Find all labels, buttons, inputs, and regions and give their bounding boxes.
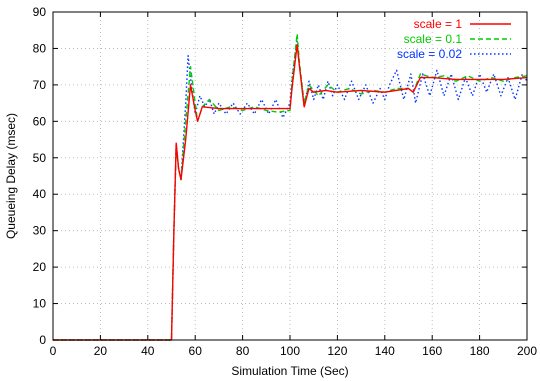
x-tick-label: 120 [327,344,347,358]
y-axis-label: Queueing Delay (msec) [4,113,18,239]
legend-label: scale = 0.02 [397,47,462,61]
x-tick-label: 60 [189,344,203,358]
y-tick-label: 40 [33,187,47,201]
x-tick-label: 0 [50,344,57,358]
x-tick-label: 80 [236,344,250,358]
x-tick-label: 100 [280,344,300,358]
y-tick-label: 90 [33,5,47,19]
y-tick-label: 0 [39,333,46,347]
series-line [53,44,528,341]
grid [53,12,527,340]
y-tick-label: 50 [33,151,47,165]
y-tick-label: 20 [33,260,47,274]
series-group [53,33,528,341]
series-line [53,40,528,341]
x-tick-label: 200 [517,344,537,358]
y-tick-label: 30 [33,224,47,238]
x-axis-label: Simulation Time (Sec) [231,364,348,378]
y-tick-label: 60 [33,114,47,128]
x-tick-label: 40 [141,344,155,358]
x-tick-label: 160 [422,344,442,358]
ticks: 0 20 40 60 80 100 120 140 160 180 200 0 10 20 30 40 50 60… [33,5,538,358]
legend-label: scale = 0.1 [404,32,463,46]
x-tick-label: 140 [375,344,395,358]
y-tick-label: 70 [33,78,47,92]
x-tick-label: 20 [94,344,108,358]
x-tick-label: 180 [470,344,490,358]
y-tick-label: 80 [33,41,47,55]
legend-label: scale = 1 [414,17,463,31]
y-tick-label: 10 [33,297,47,311]
